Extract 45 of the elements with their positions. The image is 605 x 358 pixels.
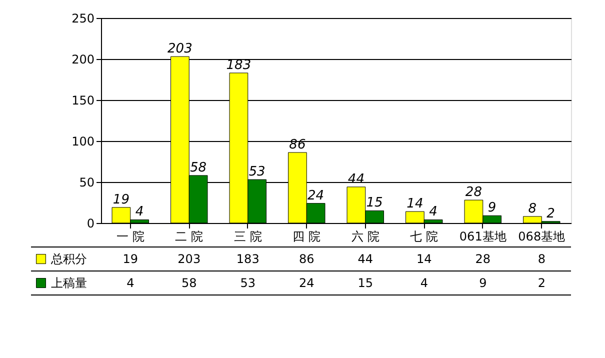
y-tick-label: 250 [72,12,94,26]
annotation: 19 [112,192,130,208]
annotation: 4 [135,204,144,220]
x-tick-label: 068基地 [518,230,566,244]
data-label: 15 [358,276,374,290]
annotation: 8 [528,201,537,216]
annotation: 53 [248,164,266,180]
annotation: 4 [429,204,438,220]
data-label: 58 [181,276,197,290]
x-tick-label: 六 院 [351,230,380,244]
data-label: 4 [126,276,134,290]
y-tick-label: 100 [72,134,94,148]
y-tick-label: 50 [79,176,94,190]
x-tick-label: 一 院 [116,230,144,244]
y-tick-label: 0 [86,216,94,230]
y-tick-label: 150 [72,94,94,108]
annotation: 28 [465,185,482,200]
data-label: 4 [420,276,428,290]
annotation: 24 [308,188,324,204]
data-label: 14 [416,252,432,266]
data-label: 9 [479,276,487,290]
x-tick-label: 三 院 [234,230,262,244]
data-label: 203 [178,252,201,266]
annotation: 2 [546,206,555,222]
data-label: 53 [240,276,256,290]
data-label: 86 [298,252,314,266]
legend-label: 总积分 [50,252,87,266]
x-tick-label: 061基地 [459,230,506,244]
legend-label: 上稿量 [51,276,87,290]
x-tick-label: 二 院 [175,230,204,244]
data-label: 28 [475,252,491,266]
annotation: 203 [168,42,192,57]
data-label: 183 [236,252,260,266]
annotation: 58 [190,160,207,176]
annotation: 15 [366,196,383,211]
annotation: 14 [406,196,424,212]
data-label: 44 [358,252,374,266]
annotation: 9 [488,200,496,216]
x-tick-label: 四 院 [292,230,321,244]
data-label: 24 [298,276,314,290]
data-label: 8 [538,252,546,266]
x-tick-label: 七 院 [410,230,438,244]
data-label: 19 [122,252,138,266]
y-tick-label: 200 [72,52,94,66]
data-label: 2 [538,276,546,290]
